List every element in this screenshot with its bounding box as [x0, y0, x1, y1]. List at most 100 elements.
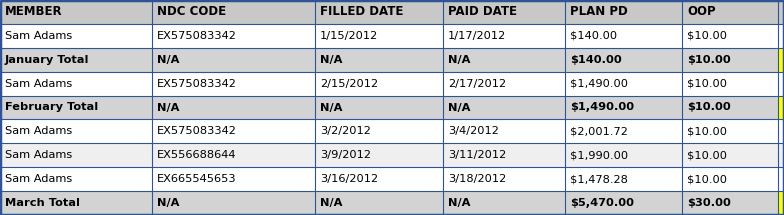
- Bar: [152, 120, 315, 143]
- Bar: [778, 24, 784, 48]
- Bar: [682, 0, 778, 24]
- Text: January Total: January Total: [5, 55, 89, 65]
- Bar: [443, 95, 565, 120]
- Text: EX665545653: EX665545653: [157, 174, 237, 184]
- Text: $5,470.00: $5,470.00: [570, 198, 634, 208]
- Bar: [152, 24, 315, 48]
- Bar: [778, 143, 784, 167]
- Bar: [565, 72, 682, 95]
- Bar: [0, 24, 152, 48]
- Text: $10.00: $10.00: [687, 103, 731, 112]
- Bar: [565, 48, 682, 72]
- Text: Sam Adams: Sam Adams: [5, 150, 72, 160]
- Bar: [443, 0, 565, 24]
- Text: February Total: February Total: [5, 103, 98, 112]
- Text: $10.00: $10.00: [687, 126, 727, 136]
- Bar: [315, 72, 443, 95]
- Text: Sam Adams: Sam Adams: [5, 126, 72, 136]
- Text: MEMBER: MEMBER: [5, 5, 63, 18]
- Bar: [315, 24, 443, 48]
- Text: $1,490.00: $1,490.00: [570, 103, 634, 112]
- Text: 3/18/2012: 3/18/2012: [448, 174, 506, 184]
- Bar: [778, 191, 784, 215]
- Text: $1,478.28: $1,478.28: [570, 174, 628, 184]
- Bar: [443, 48, 565, 72]
- Bar: [443, 24, 565, 48]
- Text: 3/9/2012: 3/9/2012: [320, 150, 371, 160]
- Bar: [682, 24, 778, 48]
- Bar: [0, 143, 152, 167]
- Text: $10.00: $10.00: [687, 55, 731, 65]
- Bar: [315, 167, 443, 191]
- Text: $10.00: $10.00: [687, 174, 727, 184]
- Text: OOP: OOP: [687, 5, 716, 18]
- Bar: [682, 95, 778, 120]
- Text: $1,500.00: $1,500.00: [783, 103, 784, 112]
- Bar: [152, 143, 315, 167]
- Text: $2,001.72: $2,001.72: [570, 126, 628, 136]
- Bar: [682, 167, 778, 191]
- Text: N/A: N/A: [448, 55, 470, 65]
- Bar: [0, 95, 152, 120]
- Text: $1,500.00: $1,500.00: [783, 79, 784, 89]
- Bar: [682, 48, 778, 72]
- Bar: [682, 191, 778, 215]
- Bar: [0, 48, 152, 72]
- Text: 3/4/2012: 3/4/2012: [448, 126, 499, 136]
- Bar: [565, 167, 682, 191]
- Bar: [682, 72, 778, 95]
- Text: N/A: N/A: [320, 55, 343, 65]
- Text: N/A: N/A: [320, 103, 343, 112]
- Text: Sam Adams: Sam Adams: [5, 174, 72, 184]
- Bar: [152, 0, 315, 24]
- Bar: [152, 48, 315, 72]
- Bar: [152, 167, 315, 191]
- Bar: [0, 0, 152, 24]
- Text: March Total: March Total: [5, 198, 80, 208]
- Text: N/A: N/A: [157, 103, 180, 112]
- Text: $2,011.72: $2,011.72: [783, 126, 784, 136]
- Text: $10.00: $10.00: [687, 31, 727, 41]
- Bar: [682, 143, 778, 167]
- Bar: [315, 143, 443, 167]
- Bar: [315, 120, 443, 143]
- Text: 3/16/2012: 3/16/2012: [320, 174, 378, 184]
- Text: EX575083342: EX575083342: [157, 79, 237, 89]
- Text: $2,000.00: $2,000.00: [783, 150, 784, 160]
- Bar: [565, 95, 682, 120]
- Text: EX556688644: EX556688644: [157, 150, 237, 160]
- Text: $140.00: $140.00: [570, 55, 622, 65]
- Text: N/A: N/A: [448, 198, 470, 208]
- Bar: [0, 191, 152, 215]
- Text: $150.00: $150.00: [783, 31, 784, 41]
- Bar: [315, 191, 443, 215]
- Text: $1,488.28: $1,488.28: [783, 174, 784, 184]
- Bar: [0, 167, 152, 191]
- Text: EX575083342: EX575083342: [157, 126, 237, 136]
- Bar: [315, 0, 443, 24]
- Text: Sam Adams: Sam Adams: [5, 31, 72, 41]
- Text: Sam Adams: Sam Adams: [5, 79, 72, 89]
- Text: GROSS: GROSS: [783, 5, 784, 18]
- Text: FILLED DATE: FILLED DATE: [320, 5, 404, 18]
- Text: NDC CODE: NDC CODE: [157, 5, 226, 18]
- Bar: [682, 120, 778, 143]
- Text: N/A: N/A: [157, 198, 180, 208]
- Text: PAID DATE: PAID DATE: [448, 5, 517, 18]
- Bar: [152, 95, 315, 120]
- Text: $140.00: $140.00: [570, 31, 617, 41]
- Text: PLAN PD: PLAN PD: [570, 5, 628, 18]
- Text: 2/15/2012: 2/15/2012: [320, 79, 378, 89]
- Bar: [565, 0, 682, 24]
- Bar: [778, 0, 784, 24]
- Bar: [443, 167, 565, 191]
- Text: 1/17/2012: 1/17/2012: [448, 31, 506, 41]
- Text: $10.00: $10.00: [687, 150, 727, 160]
- Text: 3/2/2012: 3/2/2012: [320, 126, 371, 136]
- Bar: [152, 191, 315, 215]
- Bar: [565, 191, 682, 215]
- Text: 2/17/2012: 2/17/2012: [448, 79, 506, 89]
- Bar: [565, 24, 682, 48]
- Text: 3/11/2012: 3/11/2012: [448, 150, 506, 160]
- Text: N/A: N/A: [157, 55, 180, 65]
